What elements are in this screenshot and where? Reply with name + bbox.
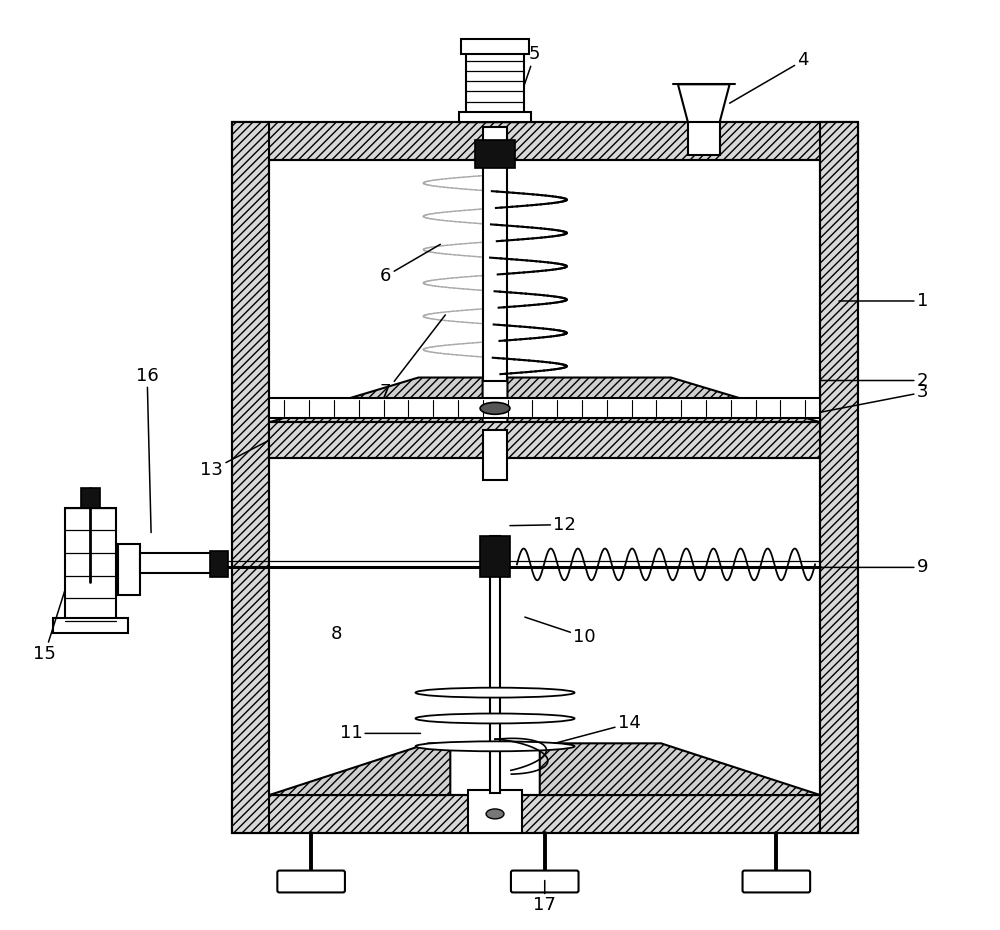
Bar [269, 160, 820, 795]
Bar [483, 431, 507, 480]
FancyBboxPatch shape [277, 870, 345, 893]
Polygon shape [507, 378, 820, 422]
Polygon shape [540, 743, 820, 795]
Polygon shape [269, 378, 483, 422]
Text: 3: 3 [820, 383, 928, 412]
Bar [118, 543, 140, 595]
Text: 1: 1 [839, 292, 928, 310]
Text: 11: 11 [340, 724, 420, 742]
Text: 16: 16 [136, 366, 158, 533]
Text: 2: 2 [820, 371, 928, 390]
Text: 7: 7 [380, 315, 445, 402]
Bar [490, 536, 500, 793]
Polygon shape [678, 85, 730, 122]
Bar [269, 422, 820, 458]
Bar [688, 122, 720, 155]
Bar [483, 127, 507, 380]
Bar [53, 618, 128, 633]
Bar [65, 508, 116, 621]
Text: 8: 8 [330, 625, 342, 643]
Text: 12: 12 [510, 515, 576, 534]
Ellipse shape [416, 741, 575, 751]
Bar [475, 140, 515, 167]
Bar [461, 38, 529, 55]
Bar [466, 50, 524, 122]
Bar [232, 122, 269, 832]
Text: 6: 6 [380, 245, 440, 286]
Bar [459, 113, 531, 122]
Bar [81, 488, 100, 508]
Bar [480, 536, 510, 578]
Ellipse shape [480, 403, 510, 414]
Bar [269, 398, 820, 419]
Text: 13: 13 [200, 440, 269, 479]
Text: 10: 10 [525, 618, 596, 646]
Text: 4: 4 [730, 51, 809, 103]
Text: 15: 15 [33, 591, 65, 663]
FancyBboxPatch shape [743, 870, 810, 893]
Text: 5: 5 [524, 46, 541, 86]
Ellipse shape [416, 687, 575, 698]
Ellipse shape [486, 809, 504, 819]
FancyBboxPatch shape [511, 870, 579, 893]
Bar [820, 122, 858, 832]
Bar [232, 795, 858, 832]
Bar [468, 790, 522, 832]
Text: 9: 9 [820, 558, 928, 577]
Bar [140, 553, 212, 574]
Bar [210, 551, 228, 578]
Text: 17: 17 [533, 881, 556, 914]
Ellipse shape [416, 713, 575, 724]
Polygon shape [269, 743, 450, 795]
Text: 14: 14 [555, 714, 641, 743]
Bar [232, 122, 858, 160]
